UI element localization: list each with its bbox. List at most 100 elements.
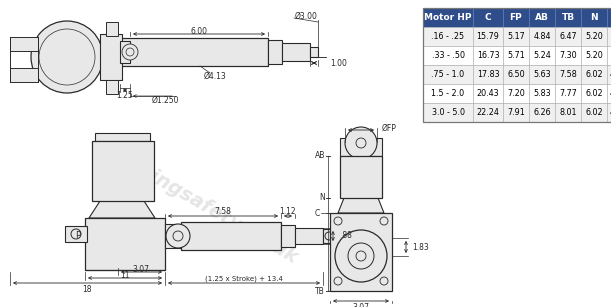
Text: 15.79: 15.79 bbox=[477, 32, 499, 41]
Bar bbox=[607, 103, 611, 122]
Bar bbox=[503, 84, 529, 103]
Bar bbox=[281, 225, 295, 247]
Bar bbox=[85, 218, 165, 270]
Bar bbox=[529, 103, 555, 122]
Text: N: N bbox=[320, 193, 325, 203]
Text: liftingsafety.co.uk: liftingsafety.co.uk bbox=[119, 152, 301, 268]
Text: 3.07: 3.07 bbox=[353, 304, 370, 307]
Text: 6.47: 6.47 bbox=[559, 32, 577, 41]
Bar bbox=[555, 103, 581, 122]
Bar bbox=[181, 222, 281, 250]
Circle shape bbox=[31, 21, 103, 93]
Text: .88: .88 bbox=[340, 231, 352, 240]
Bar bbox=[282, 43, 310, 61]
Bar bbox=[529, 8, 555, 27]
Text: AB: AB bbox=[315, 151, 325, 161]
Bar bbox=[473, 27, 503, 46]
Text: 22.24: 22.24 bbox=[477, 108, 499, 117]
Text: 17.83: 17.83 bbox=[477, 70, 499, 79]
Bar bbox=[473, 65, 503, 84]
Bar bbox=[423, 65, 473, 84]
Bar bbox=[106, 80, 118, 94]
Bar bbox=[10, 68, 38, 82]
Bar bbox=[555, 65, 581, 84]
Text: 6.26: 6.26 bbox=[533, 108, 551, 117]
Text: 1.83: 1.83 bbox=[412, 243, 429, 251]
Bar bbox=[581, 103, 607, 122]
Text: FP: FP bbox=[510, 13, 522, 22]
Text: 5.17: 5.17 bbox=[507, 32, 525, 41]
Text: 1.25: 1.25 bbox=[117, 91, 133, 99]
Bar bbox=[555, 46, 581, 65]
Bar bbox=[503, 103, 529, 122]
Text: Ø1.250: Ø1.250 bbox=[152, 95, 179, 104]
Text: 1.5 - 2.0: 1.5 - 2.0 bbox=[431, 89, 464, 98]
Bar bbox=[473, 103, 503, 122]
Circle shape bbox=[166, 224, 190, 248]
Bar bbox=[607, 65, 611, 84]
Polygon shape bbox=[89, 201, 155, 218]
Text: 3.43: 3.43 bbox=[610, 51, 611, 60]
Polygon shape bbox=[338, 198, 384, 213]
Text: P: P bbox=[75, 231, 80, 240]
Bar bbox=[581, 46, 607, 65]
Bar bbox=[473, 84, 503, 103]
Bar bbox=[555, 27, 581, 46]
Text: 5.63: 5.63 bbox=[533, 70, 551, 79]
Bar bbox=[529, 46, 555, 65]
Bar bbox=[65, 226, 87, 242]
Text: Ø4.13: Ø4.13 bbox=[203, 72, 226, 80]
Text: 6.02: 6.02 bbox=[585, 70, 603, 79]
Text: AB: AB bbox=[535, 13, 549, 22]
Text: Ø3.00: Ø3.00 bbox=[295, 11, 318, 21]
Text: 5.24: 5.24 bbox=[533, 51, 551, 60]
Text: 5.20: 5.20 bbox=[585, 51, 603, 60]
Text: .16 - .25: .16 - .25 bbox=[431, 32, 464, 41]
Bar bbox=[423, 27, 473, 46]
Bar bbox=[581, 65, 607, 84]
Text: .75 - 1.0: .75 - 1.0 bbox=[431, 70, 464, 79]
Bar bbox=[120, 38, 268, 66]
Bar bbox=[607, 84, 611, 103]
Text: 8.01: 8.01 bbox=[559, 108, 577, 117]
Bar bbox=[295, 228, 323, 244]
Text: 11: 11 bbox=[120, 270, 130, 279]
Text: 18: 18 bbox=[82, 286, 92, 294]
Bar bbox=[340, 138, 382, 156]
Bar bbox=[503, 8, 529, 27]
Bar bbox=[95, 133, 150, 141]
Text: (1.25 x Stroke) + 13.4: (1.25 x Stroke) + 13.4 bbox=[205, 276, 283, 282]
Bar bbox=[473, 46, 503, 65]
Text: 1.00: 1.00 bbox=[330, 59, 347, 68]
Bar bbox=[92, 141, 154, 201]
Text: 3.07: 3.07 bbox=[133, 265, 150, 274]
Bar bbox=[503, 65, 529, 84]
Text: 7.77: 7.77 bbox=[559, 89, 577, 98]
Text: 1.12: 1.12 bbox=[280, 208, 296, 216]
Bar bbox=[555, 8, 581, 27]
Bar bbox=[10, 37, 38, 51]
Text: 7.58: 7.58 bbox=[559, 70, 577, 79]
Text: 3.43: 3.43 bbox=[610, 32, 611, 41]
Text: 4.25: 4.25 bbox=[610, 108, 611, 117]
Circle shape bbox=[345, 127, 377, 159]
Bar bbox=[268, 40, 282, 64]
Circle shape bbox=[335, 230, 387, 282]
Text: 7.20: 7.20 bbox=[507, 89, 525, 98]
Text: 6.02: 6.02 bbox=[585, 89, 603, 98]
Bar bbox=[529, 27, 555, 46]
Bar bbox=[120, 38, 268, 66]
Bar bbox=[323, 229, 335, 243]
Text: C: C bbox=[315, 208, 320, 217]
Bar bbox=[423, 103, 473, 122]
Bar bbox=[423, 8, 611, 122]
Text: 5.83: 5.83 bbox=[533, 89, 551, 98]
Text: N: N bbox=[590, 13, 598, 22]
Bar bbox=[529, 65, 555, 84]
Circle shape bbox=[122, 44, 138, 60]
Bar bbox=[423, 84, 473, 103]
Text: 7.30: 7.30 bbox=[559, 51, 577, 60]
Text: .33 - .50: .33 - .50 bbox=[431, 51, 464, 60]
Text: Motor HP: Motor HP bbox=[424, 13, 472, 22]
Bar bbox=[330, 213, 392, 291]
